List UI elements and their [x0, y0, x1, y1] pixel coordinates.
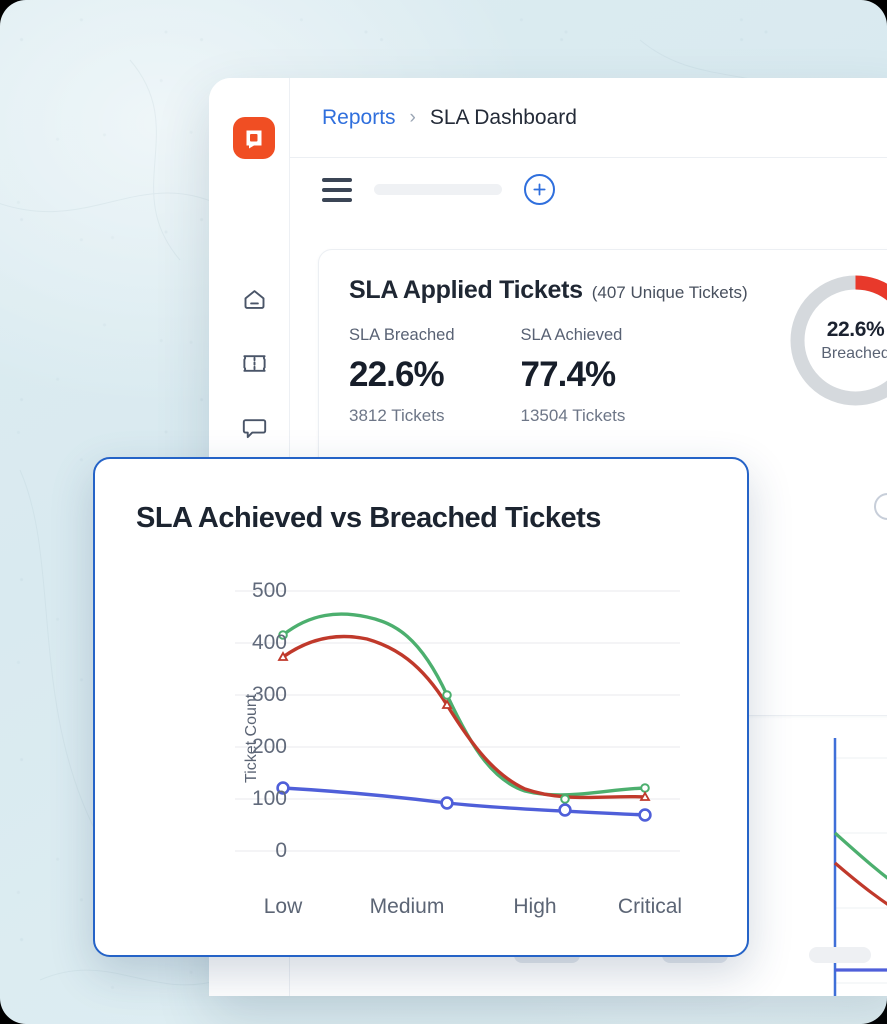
y-tick-label: 0 [275, 839, 287, 862]
toolbar [322, 174, 555, 205]
stat-sla-achieved: SLA Achieved 77.4% 13504 Tickets [521, 326, 626, 426]
stat-sublabel: 3812 Tickets [349, 406, 445, 425]
logo-glyph [246, 130, 262, 149]
sidebar-item-tickets[interactable] [235, 344, 273, 382]
donut-svg [790, 275, 887, 406]
home-icon [244, 289, 264, 309]
plus-circle-icon[interactable] [524, 174, 555, 205]
series-markers-achieved [278, 630, 650, 804]
app-logo[interactable] [233, 117, 275, 159]
secondary-line-chart [833, 738, 887, 996]
radio-button[interactable] [874, 493, 887, 520]
x-tick-label: Medium [369, 895, 445, 918]
breadcrumb: Reports › SLA Dashboard [290, 78, 887, 158]
stats-group: SLA Breached 22.6% 3812 Tickets SLA Achi… [349, 326, 887, 426]
series-line-achieved [281, 612, 647, 797]
sidebar-item-home[interactable] [235, 280, 273, 318]
series-markers-next-response [276, 781, 652, 822]
modal-title: SLA Achieved vs Breached Tickets [136, 502, 601, 534]
sla-comparison-modal: SLA Achieved vs Breached Tickets [93, 457, 749, 957]
option-row-next-response[interactable]: Next Resp [874, 493, 887, 520]
donut-center-label: 22.6% Breached [785, 270, 887, 411]
y-tick-label: 400 [251, 631, 287, 654]
card-header: SLA Applied Tickets (407 Unique Tickets) [349, 276, 887, 305]
stat-sla-breached: SLA Breached 22.6% 3812 Tickets [349, 326, 455, 426]
chat-icon [242, 418, 266, 438]
x-tick-label: Low [263, 895, 303, 918]
y-tick-label: 500 [251, 579, 287, 602]
stat-value: 77.4% [520, 355, 617, 394]
breached-donut-chart: 22.6% Breached [785, 270, 887, 411]
sla-line-chart [235, 590, 680, 852]
card-title: SLA Applied Tickets [349, 276, 583, 304]
breadcrumb-current-page: SLA Dashboard [429, 105, 577, 129]
plus-glyph [533, 183, 546, 196]
footer-placeholder-pill [809, 947, 871, 963]
donut-caption: Breached [821, 345, 887, 362]
stat-label: SLA Breached [349, 326, 455, 344]
stat-sublabel: 13504 Tickets [520, 406, 626, 425]
donut-percent: 22.6% [826, 318, 885, 341]
stat-label: SLA Achieved [520, 326, 623, 344]
y-tick-label: 300 [251, 683, 287, 706]
y-tick-label: 200 [251, 735, 287, 758]
stat-value: 22.6% [349, 355, 445, 394]
breadcrumb-link-reports[interactable]: Reports [322, 105, 396, 129]
hamburger-icon[interactable] [322, 177, 352, 202]
breadcrumb-separator: › [409, 106, 416, 128]
sidebar-item-chat[interactable] [235, 408, 273, 446]
x-tick-label: High [513, 895, 557, 918]
y-tick-label: 100 [251, 787, 287, 810]
ticket-icon [242, 354, 266, 372]
x-tick-label: Critical [617, 895, 683, 918]
card-subtitle: (407 Unique Tickets) [591, 283, 748, 302]
search-input[interactable] [374, 184, 502, 195]
series-line-breached [281, 634, 647, 800]
